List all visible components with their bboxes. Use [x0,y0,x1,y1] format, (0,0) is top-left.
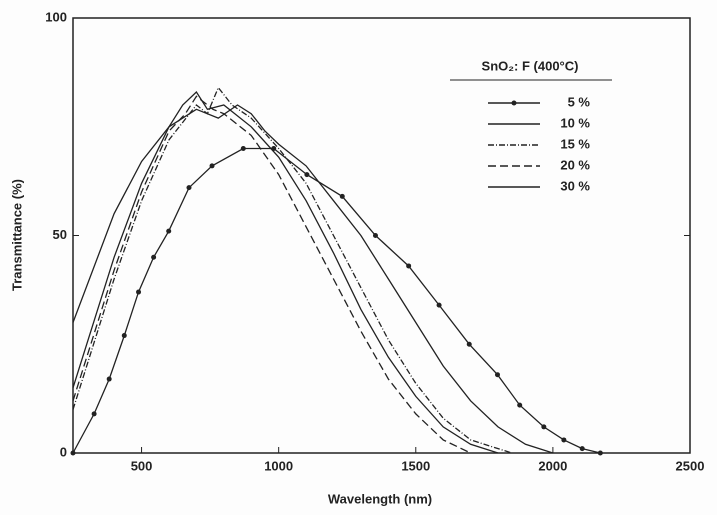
point [240,146,246,151]
x-tick-label: 1500 [401,458,430,473]
point [121,333,127,339]
point [91,411,97,417]
point [136,289,142,295]
point [304,172,310,178]
point [541,424,547,430]
y-tick-label: 100 [45,9,67,24]
point [466,341,472,347]
legend-label: 30 % [560,178,590,193]
point [339,193,345,199]
legend-label: 5 % [568,94,591,109]
point [406,263,412,269]
point [561,437,567,443]
y-tick-label: 50 [53,227,67,242]
series-line [72,90,499,454]
legend-label: 15 % [560,136,590,151]
series-line [72,86,512,454]
point [372,233,378,238]
point [166,228,172,234]
point [436,302,442,308]
point [597,450,603,456]
series-line [72,95,471,454]
series-line [72,104,554,454]
point [494,372,500,378]
x-tick-label: 500 [131,458,153,473]
point [517,402,523,408]
point [106,376,112,382]
point [151,254,157,260]
legend-title: SnO₂: F (400°C) [482,58,579,73]
point [186,185,192,191]
y-axis-label: Transmittance (%) [9,179,24,291]
x-axis-label: Wavelength (nm) [328,491,432,506]
x-tick-label: 2500 [676,458,705,473]
point [209,163,215,169]
legend-marker [511,100,517,106]
point [579,446,585,452]
legend-label: 20 % [560,157,590,172]
point [70,450,76,456]
x-tick-label: 1000 [264,458,293,473]
x-tick-label: 2000 [538,458,567,473]
y-tick-label: 0 [60,444,67,459]
legend-label: 10 % [560,115,590,130]
